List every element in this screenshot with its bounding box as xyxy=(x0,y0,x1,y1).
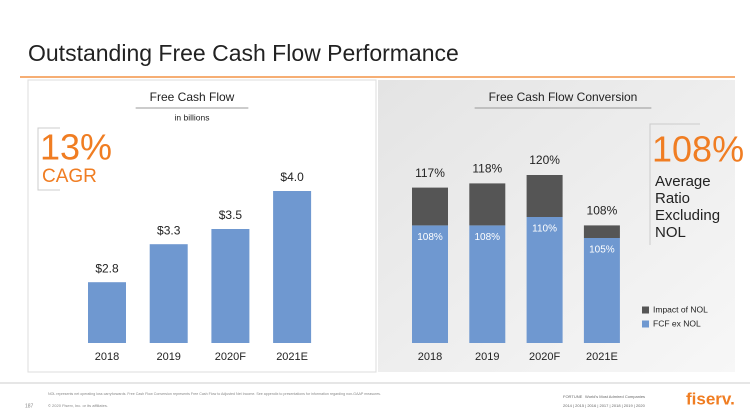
bar xyxy=(149,244,188,343)
total-label: 120% xyxy=(529,153,560,167)
fortune: FORTUNE xyxy=(563,394,583,399)
segment-label: 108% xyxy=(417,232,443,243)
award: World's Most Admired Companies xyxy=(585,394,645,399)
bar xyxy=(88,282,126,343)
ratio-line: NOL xyxy=(655,224,686,241)
slide-title: Outstanding Free Cash Flow Performance xyxy=(28,40,459,66)
x-tick-label: 2021E xyxy=(276,351,308,363)
bar-segment xyxy=(469,183,506,226)
copyright: © 2020 Fiserv, Inc. or its affiliates. xyxy=(48,403,108,408)
bar-segment xyxy=(526,175,563,217)
x-tick-label: 2020F xyxy=(215,351,246,363)
total-label: 108% xyxy=(587,204,618,218)
legend-swatch xyxy=(642,320,649,328)
x-tick-label: 2018 xyxy=(95,351,119,363)
segment-label: 108% xyxy=(475,232,501,243)
x-tick-label: 2021E xyxy=(586,351,618,363)
left-panel xyxy=(27,79,377,373)
legend-label: Impact of NOL xyxy=(653,304,708,314)
bar-segment xyxy=(583,225,620,238)
total-label: 118% xyxy=(472,162,502,176)
segment-label: 105% xyxy=(589,245,615,256)
bar-segment xyxy=(469,225,506,343)
value-label: $3.3 xyxy=(157,223,181,237)
chart-title: Free Cash Flow xyxy=(150,90,235,104)
legend-label: FCF ex NOL xyxy=(653,318,701,328)
segment-label: 110% xyxy=(532,224,557,235)
logo: fiserv. xyxy=(686,389,735,408)
value-label: $4.0 xyxy=(280,170,304,184)
bar-segment xyxy=(583,238,620,343)
ratio-line: Ratio xyxy=(655,190,690,207)
chart-title: Free Cash Flow Conversion xyxy=(489,90,638,104)
bar xyxy=(211,229,250,343)
chart-subtitle: in billions xyxy=(175,112,210,122)
award-years: 2014 | 2015 | 2016 | 2017 | 2018 | 2019 … xyxy=(563,403,646,408)
ratio-line: Average xyxy=(655,173,711,190)
legend-swatch xyxy=(642,306,649,314)
ratio-figure: 108% xyxy=(652,129,744,170)
total-label: 117% xyxy=(415,166,445,180)
ratio-line: Excluding xyxy=(655,207,720,224)
page-number: 187 xyxy=(25,403,34,409)
bar-segment xyxy=(526,217,563,343)
value-label: $2.8 xyxy=(95,261,119,275)
footnote: NOL represents net operating loss carryf… xyxy=(48,392,381,396)
x-tick-label: 2018 xyxy=(418,351,442,363)
bar-segment xyxy=(412,187,448,226)
callout-bracket xyxy=(37,127,60,191)
bar xyxy=(273,191,312,343)
x-tick-label: 2020F xyxy=(529,351,560,363)
callout-bracket xyxy=(649,123,700,245)
cagr-text: CAGR xyxy=(42,166,97,187)
value-label: $3.5 xyxy=(219,208,243,222)
x-tick-label: 2019 xyxy=(475,351,499,363)
bar-segment xyxy=(412,225,448,343)
x-tick-label: 2019 xyxy=(156,351,180,363)
cagr-figure: 13% xyxy=(40,127,112,168)
